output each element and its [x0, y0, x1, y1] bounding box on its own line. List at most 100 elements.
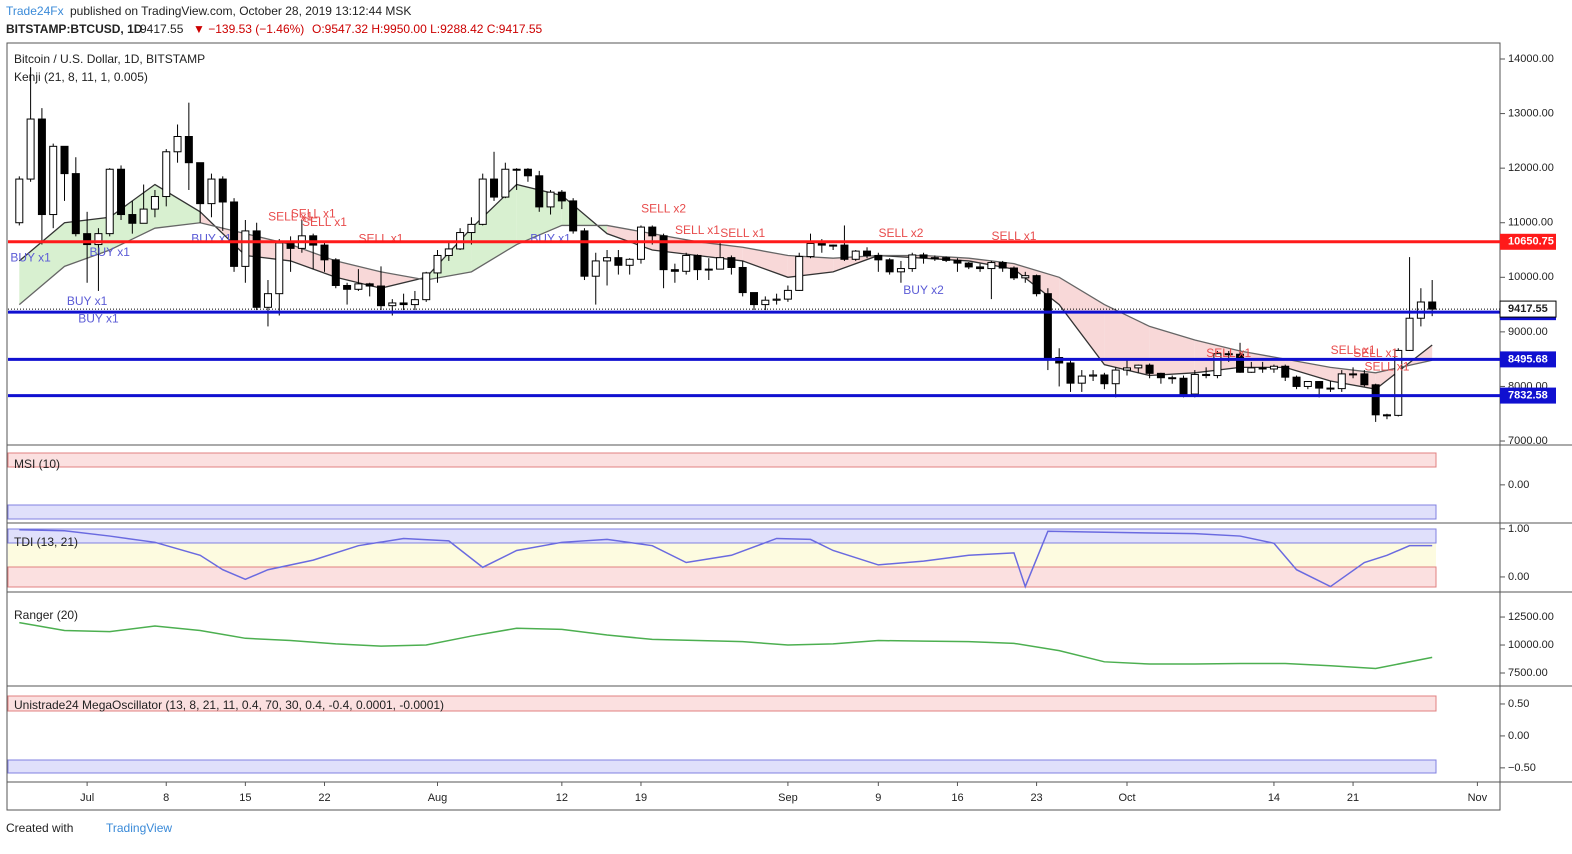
- signal-label: SELL x1: [291, 207, 336, 221]
- candle-body: [603, 257, 612, 262]
- pane-title: Ranger (20): [14, 608, 78, 622]
- y-tick-label: 0.00: [1508, 479, 1529, 491]
- candle-body: [919, 254, 928, 259]
- candle-body: [976, 266, 985, 270]
- candle-body: [241, 230, 250, 267]
- candle-body: [953, 259, 962, 264]
- candle-body: [263, 293, 272, 308]
- candle-body: [388, 302, 397, 307]
- candle-body: [1134, 364, 1143, 369]
- signal-label: SELL x1: [992, 229, 1037, 243]
- candle-body: [173, 136, 182, 153]
- signal-label: SELL x1: [720, 226, 765, 240]
- candle-body: [399, 302, 408, 306]
- candle-body: [795, 256, 804, 291]
- candle-body: [15, 178, 24, 224]
- candle-body: [1292, 376, 1301, 387]
- candle-body: [1190, 373, 1199, 395]
- y-tick-label: 10000.00: [1508, 639, 1554, 651]
- candle-body: [738, 266, 747, 294]
- kenji-cloud: [1059, 277, 1105, 365]
- level-tag: [1500, 387, 1556, 404]
- candle-body: [851, 250, 860, 260]
- candle-body: [930, 257, 939, 260]
- candle-body: [1236, 353, 1245, 373]
- pane-title: TDI (13, 21): [14, 535, 78, 549]
- x-tick-label: 14: [1268, 792, 1280, 804]
- candle-body: [252, 230, 261, 308]
- signal-label: BUY x1: [10, 250, 51, 264]
- candle-body: [614, 257, 623, 266]
- candle-body: [942, 257, 951, 261]
- indicator-line: [19, 621, 1433, 670]
- candle-body: [1394, 349, 1403, 416]
- candle-body: [1258, 367, 1267, 370]
- level-tag: [1500, 233, 1556, 250]
- candle-body: [1416, 301, 1425, 319]
- candle-body: [49, 145, 58, 216]
- candle-body: [60, 145, 69, 175]
- pane-subtitle: Kenji (21, 8, 11, 1, 0.005): [14, 70, 148, 84]
- published: published on TradingView.com, October 28…: [70, 4, 411, 18]
- candle-body: [1303, 381, 1312, 387]
- signal-label: SELL x1: [268, 209, 313, 223]
- signal-label: SELL x2: [641, 201, 686, 215]
- candle-body: [1066, 362, 1075, 384]
- candle-body: [83, 233, 92, 246]
- signal-label: BUY x1: [78, 311, 119, 325]
- x-tick-label: 19: [635, 792, 647, 804]
- candle-body: [908, 254, 917, 270]
- candle-body: [1213, 353, 1222, 377]
- candle-body: [433, 254, 442, 274]
- x-tick-label: 9: [875, 792, 881, 804]
- candle-body: [1349, 373, 1358, 376]
- candle-body: [1179, 377, 1188, 395]
- indicator-line: [19, 529, 1433, 589]
- y-tick-label: 14000.00: [1508, 53, 1554, 65]
- candle-body: [501, 168, 510, 198]
- x-tick-label: Jul: [80, 792, 94, 804]
- footer-brand[interactable]: TradingView: [106, 821, 172, 835]
- y-tick-label: 9000.00: [1508, 326, 1548, 338]
- candle-body: [1315, 381, 1324, 389]
- x-tick-label: 15: [239, 792, 251, 804]
- candle-body: [863, 250, 872, 256]
- candle-body: [806, 242, 815, 258]
- signal-label: SELL x1: [675, 223, 720, 237]
- y-tick-label: 0.50: [1508, 698, 1529, 710]
- candle-body: [557, 191, 566, 202]
- candle-body: [1405, 317, 1414, 351]
- kenji-cloud: [1285, 359, 1331, 381]
- candle-body: [37, 118, 46, 216]
- candle-body: [896, 268, 905, 273]
- candle-body: [320, 244, 329, 261]
- candle-body: [230, 201, 239, 267]
- level-tag: [1500, 351, 1556, 368]
- candle-body: [772, 298, 781, 301]
- frame: [6, 42, 1572, 811]
- candle-body: [1428, 301, 1437, 310]
- signal-label: SELL x1: [1331, 343, 1376, 357]
- candle-body: [512, 168, 521, 171]
- signal-label: SELL x2: [878, 226, 923, 240]
- y-tick-label: −0.50: [1508, 762, 1536, 774]
- kenji-cloud: [381, 271, 427, 289]
- candle-body: [546, 191, 555, 208]
- candle-body: [591, 260, 600, 277]
- candle-body: [207, 178, 216, 205]
- last: 9417.55: [140, 22, 184, 36]
- signal-label: SELL x1: [302, 215, 347, 229]
- candle-body: [275, 242, 284, 295]
- candle-body: [727, 257, 736, 268]
- x-tick-label: Aug: [428, 792, 448, 804]
- candle-body: [648, 226, 657, 237]
- candle-body: [1123, 367, 1131, 371]
- candle-body: [670, 269, 679, 272]
- publisher[interactable]: Trade24Fx: [6, 4, 64, 18]
- candle-body: [817, 242, 826, 246]
- candle-body: [523, 168, 532, 177]
- candle-body: [1168, 377, 1177, 380]
- candle-body: [467, 223, 476, 234]
- candle-body: [286, 242, 295, 249]
